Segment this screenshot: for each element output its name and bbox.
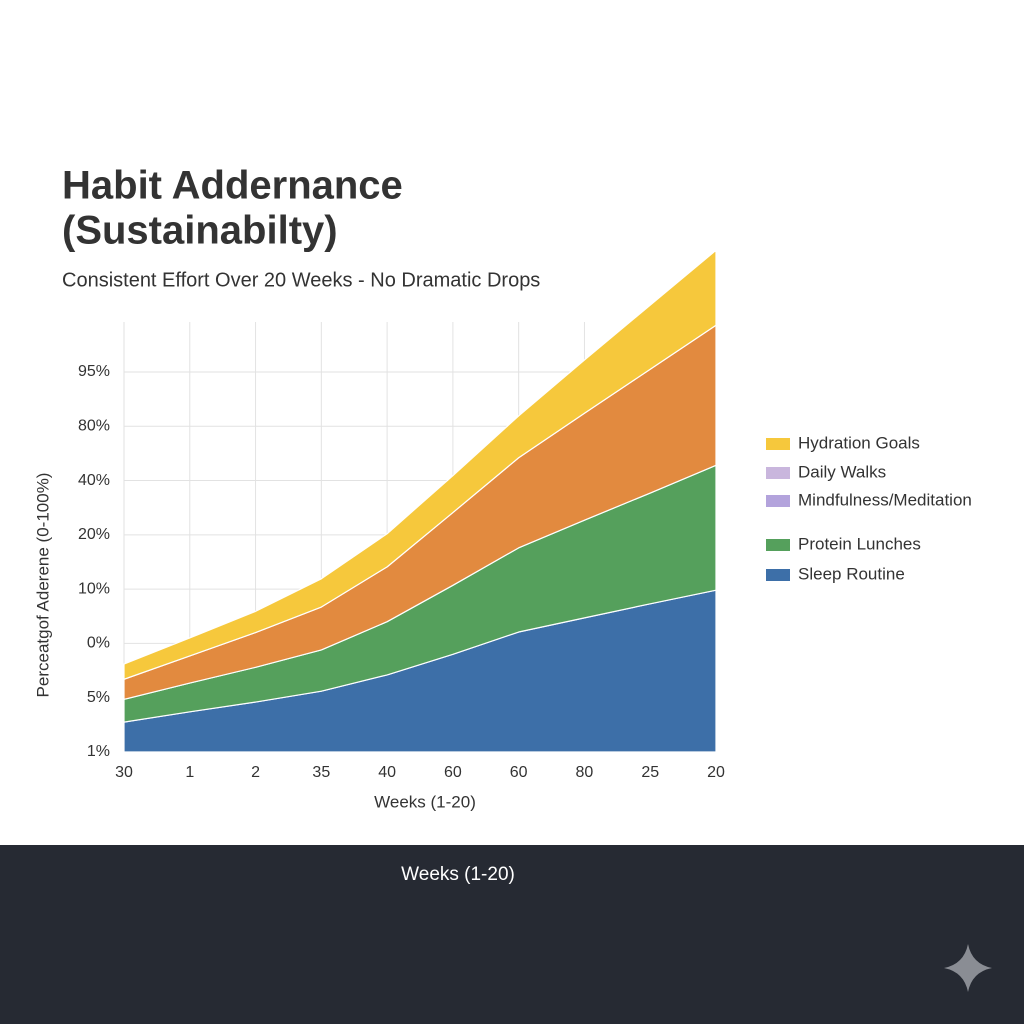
y-tick-label: 10% (78, 580, 110, 597)
x-tick-label: 2 (251, 764, 260, 781)
x-tick-label: 80 (576, 764, 594, 781)
y-tick-label: 40% (78, 472, 110, 489)
y-tick-label: 95% (78, 363, 110, 380)
x-tick-label: 20 (707, 764, 725, 781)
footer-text: Weeks (1-20) (401, 864, 515, 885)
chart-title: (Sustainabilty) (62, 209, 338, 253)
legend-swatch (766, 438, 790, 450)
area (123, 249, 717, 680)
legend-label: Hydration Goals (798, 433, 920, 452)
y-tick-label: 80% (78, 417, 110, 434)
legend-swatch (766, 495, 790, 507)
x-tick-label: 40 (378, 764, 396, 781)
legend-label: Protein Lunches (798, 534, 921, 553)
x-tick-label: 25 (641, 764, 659, 781)
legend-label: Mindfulness/Meditation (798, 490, 972, 509)
legend-swatch (766, 467, 790, 479)
chart-title: Habit Addernance (62, 164, 403, 208)
legend-label: Sleep Routine (798, 564, 905, 583)
x-tick-label: 60 (510, 764, 528, 781)
x-tick-label: 1 (185, 764, 194, 781)
sparkle-icon (944, 944, 992, 992)
chart-subtitle: Consistent Effort Over 20 Weeks - No Dra… (62, 269, 540, 291)
y-tick-label: 20% (78, 526, 110, 543)
y-tick-label: 0% (87, 635, 110, 652)
y-tick-label: 5% (87, 689, 110, 706)
y-tick-label: 1% (87, 743, 110, 760)
y-axis-label: Perceatgof Aderene (0-100%) (33, 473, 52, 698)
legend-swatch (766, 569, 790, 581)
x-tick-label: 35 (312, 764, 330, 781)
x-axis-label: Weeks (1-20) (374, 792, 476, 811)
x-tick-label: 60 (444, 764, 462, 781)
legend-swatch (766, 539, 790, 551)
legend-label: Daily Walks (798, 462, 886, 481)
x-tick-label: 30 (115, 764, 133, 781)
footer-bar (0, 845, 1024, 1024)
